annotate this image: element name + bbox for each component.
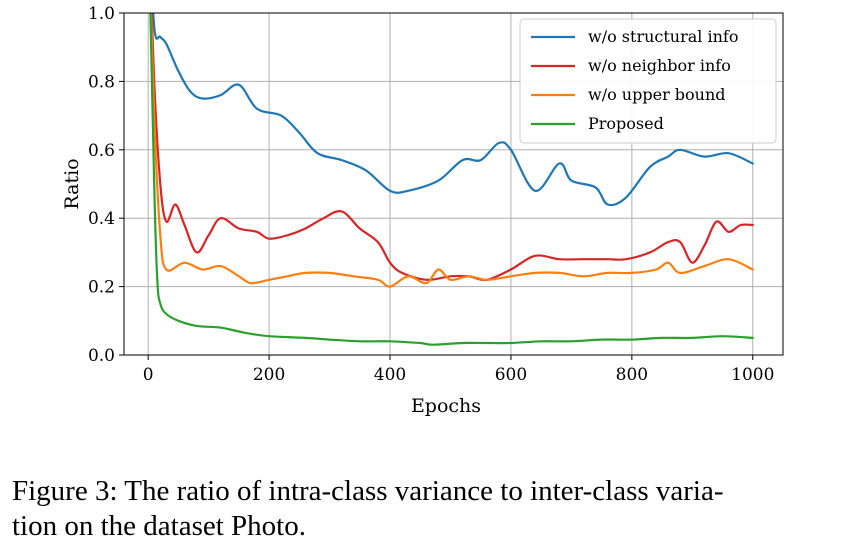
legend: w/o structural info w/o neighbor info w/o … xyxy=(519,18,777,144)
x-axis-title: Epochs xyxy=(411,395,481,417)
caption-line-1: Figure 3: The ratio of intra-class varia… xyxy=(12,475,724,507)
plot-frame xyxy=(123,12,784,356)
legend-box xyxy=(519,18,777,144)
y-axis-ticks: 0.0 0.2 0.4 0.6 0.8 1.0 xyxy=(88,4,124,366)
y-tick-label: 0.2 xyxy=(88,278,115,298)
series-line-w-o-upper-bound xyxy=(149,13,754,288)
x-tick-label: 600 xyxy=(495,365,527,385)
x-tick-label: 200 xyxy=(253,365,285,385)
legend-label: w/o structural info xyxy=(588,27,738,46)
y-axis-title: Ratio xyxy=(61,158,83,209)
x-tick-label: 800 xyxy=(616,365,648,385)
figure-caption: Figure 3: The ratio of intra-class varia… xyxy=(12,474,832,544)
y-tick-label: 1.0 xyxy=(88,4,115,24)
y-tick-label: 0.0 xyxy=(88,346,115,366)
series-line-w-o-structural-info xyxy=(152,13,754,207)
x-tick-label: 0 xyxy=(143,365,154,385)
caption-line-2: tion on the dataset Photo. xyxy=(12,510,306,542)
x-tick-label: 1000 xyxy=(731,365,774,385)
y-tick-label: 0.8 xyxy=(88,72,115,92)
x-tick-label: 400 xyxy=(374,365,406,385)
series-line-w-o-neighbor-info xyxy=(150,13,754,282)
x-axis-ticks: 0 200 400 600 800 1000 xyxy=(143,355,774,385)
series-line-proposed xyxy=(149,13,754,346)
y-tick-label: 0.4 xyxy=(88,209,115,229)
legend-label: w/o upper bound xyxy=(588,85,726,104)
series-lines xyxy=(149,13,754,346)
line-chart: 0 200 400 600 800 1000 0.0 0.2 0.4 0.6 0.8 1.0 Epo… xyxy=(61,4,784,417)
y-tick-label: 0.6 xyxy=(88,141,115,161)
legend-label: w/o neighbor info xyxy=(588,56,731,75)
legend-label: Proposed xyxy=(588,114,664,133)
